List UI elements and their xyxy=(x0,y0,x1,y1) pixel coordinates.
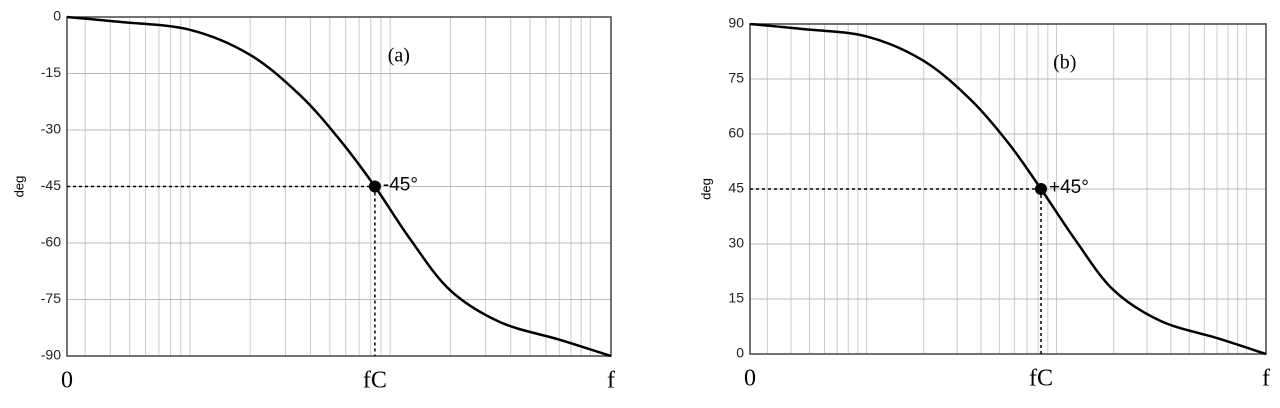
y-tick-label: 15 xyxy=(728,290,744,306)
marker-label: +45° xyxy=(1049,177,1089,198)
x-tick-label: f xyxy=(607,368,615,394)
marker-point xyxy=(1035,183,1048,195)
y-tick-label: -75 xyxy=(41,290,61,306)
y-tick-label: 30 xyxy=(728,235,744,251)
y-axis-label: deg xyxy=(11,176,26,198)
phase-curve xyxy=(749,22,1267,356)
panel-label: (a) xyxy=(388,45,410,67)
y-tick-label: 0 xyxy=(53,8,61,24)
y-tick-label: 0 xyxy=(736,345,744,361)
y-tick-label: -30 xyxy=(41,121,61,137)
y-tick-label: 90 xyxy=(728,15,744,31)
y-tick-label: 60 xyxy=(728,125,744,141)
y-tick-label: -45 xyxy=(41,177,61,193)
x-tick-label: fC xyxy=(1029,366,1053,392)
y-tick-label: -15 xyxy=(41,64,61,80)
x-tick-label: fC xyxy=(363,368,387,394)
x-tick-label: 0 xyxy=(61,368,73,394)
y-axis-label: deg xyxy=(698,178,713,200)
phase-curve xyxy=(66,15,612,358)
x-tick-label: 0 xyxy=(744,366,756,392)
y-tick-label: 45 xyxy=(728,180,744,196)
y-tick-label: -60 xyxy=(41,234,61,250)
marker-point xyxy=(368,180,381,193)
y-tick-label: -90 xyxy=(41,347,61,363)
x-tick-label: f xyxy=(1262,366,1270,392)
marker-label: -45° xyxy=(383,175,418,196)
panel-label: (b) xyxy=(1053,52,1076,74)
y-tick-label: 75 xyxy=(728,70,744,86)
